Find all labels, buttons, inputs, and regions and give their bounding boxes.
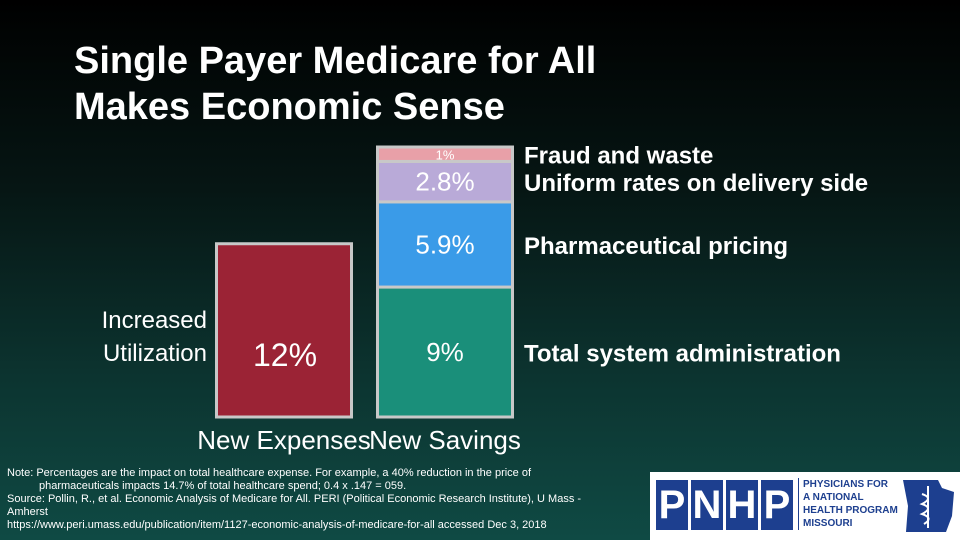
- bar-segment: [376, 159, 514, 204]
- x-tick-label: New Savings: [369, 425, 521, 455]
- value-label: 2.8%: [415, 167, 474, 197]
- title-line: Makes Economic Sense: [74, 86, 505, 128]
- value-label: 12%: [253, 337, 317, 373]
- title: Single Payer Medicare for All Makes Econ…: [74, 38, 596, 130]
- logo-line: HEALTH PROGRAM: [803, 505, 898, 516]
- title-line: Single Payer Medicare for All: [74, 40, 597, 82]
- note-line: Source: Pollin, R., et al. Economic Anal…: [7, 493, 582, 505]
- x-tick-label: New Expenses: [197, 425, 370, 455]
- value-label: 9%: [426, 337, 464, 367]
- value-label: 5.9%: [415, 229, 474, 259]
- logo-line: A NATIONAL: [803, 492, 864, 503]
- note-line: Note: Percentages are the impact on tota…: [7, 467, 532, 479]
- series-label: Increased Utilization: [101, 307, 207, 368]
- footnote: Note: Percentages are the impact on tota…: [7, 467, 581, 532]
- logo-letter: H: [726, 480, 758, 530]
- bar-segment: [376, 200, 514, 289]
- bar-segment: [376, 285, 514, 419]
- logo-letter: P: [656, 480, 688, 530]
- serpent: [919, 493, 930, 525]
- logo-line: MISSOURI: [803, 518, 853, 529]
- value-label: 1%: [436, 148, 455, 163]
- note-line: pharmaceuticals impacts 14.7% of total h…: [39, 480, 407, 492]
- series-label: Fraud and waste: [524, 143, 713, 170]
- logo-text: PHYSICIANS FOR A NATIONAL HEALTH PROGRAM…: [798, 478, 898, 530]
- note-line: Amherst: [7, 506, 48, 518]
- logo-letter: P: [761, 480, 793, 530]
- series-label: Uniform rates on delivery side: [524, 170, 868, 197]
- note-line: https://www.peri.umass.edu/publication/i…: [7, 519, 547, 531]
- series-label: Total system administration: [524, 340, 841, 367]
- logo-line: PHYSICIANS FOR: [803, 479, 889, 490]
- bar-segment: [215, 242, 353, 419]
- bar-segment: [376, 145, 514, 163]
- logo-letter: N: [691, 480, 723, 530]
- logo-emblem: [903, 480, 954, 532]
- series-label: Pharmaceutical pricing: [524, 233, 788, 260]
